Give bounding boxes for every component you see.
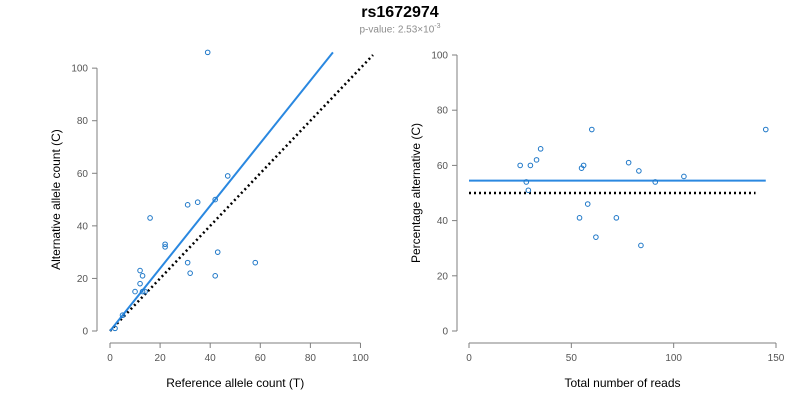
data-point — [638, 242, 644, 249]
data-point — [580, 162, 587, 169]
y-tick-label: 80 — [77, 116, 89, 127]
data-point — [224, 173, 231, 179]
data-point — [184, 202, 191, 208]
y-tick-label: 100 — [71, 64, 88, 75]
y-tick-label: 0 — [82, 327, 88, 338]
data-point — [139, 273, 146, 279]
data-point — [119, 312, 126, 319]
y-tick-label: 40 — [77, 221, 89, 232]
data-point — [139, 288, 146, 295]
x-axis-title: Total number of reads — [564, 376, 680, 390]
data-point — [652, 179, 659, 185]
p-value-text: p-value: 2.53×10 — [359, 24, 435, 36]
data-point — [533, 157, 540, 163]
chart-subtitle: p-value: 2.53×10-3 — [0, 23, 800, 35]
data-point — [523, 179, 530, 185]
right-scatter-panel: 0 50 100 150 0 20 40 60 80 100 Total number of rea… — [409, 51, 785, 391]
x-tick-label: 60 — [255, 353, 267, 364]
data-point — [204, 49, 211, 56]
data-point — [147, 215, 153, 221]
data-point — [762, 126, 769, 133]
data-point — [162, 241, 168, 248]
data-point — [537, 146, 544, 152]
x-tick-label: 20 — [155, 353, 167, 364]
data-point — [517, 162, 523, 169]
data-point — [187, 270, 193, 276]
data-point — [613, 215, 620, 221]
x-tick-label: 100 — [665, 353, 682, 364]
x-tick-label: 40 — [205, 353, 217, 364]
x-tick-label: 0 — [466, 353, 472, 364]
data-point — [525, 187, 532, 194]
data-point — [625, 159, 632, 166]
x-tick-label: 100 — [352, 353, 369, 364]
data-point — [112, 325, 118, 332]
y-tick-label: 60 — [77, 169, 89, 180]
x-axis-title: Reference allele count (T) — [166, 376, 304, 390]
data-point — [162, 244, 168, 250]
data-point — [137, 267, 143, 274]
chart-title: rs1672974 — [361, 4, 439, 21]
data-point — [252, 259, 259, 266]
y-tick-label: 60 — [437, 161, 449, 172]
data-point — [589, 126, 595, 133]
y-tick-label: 80 — [437, 106, 449, 117]
data-point — [576, 215, 583, 221]
y-tick-label: 0 — [442, 327, 448, 338]
data-point — [212, 273, 218, 279]
y-axis-title: Alternative allele count (C) — [49, 129, 63, 270]
x-tick-label: 80 — [305, 353, 317, 364]
data-point — [681, 173, 687, 180]
y-tick-label: 100 — [431, 51, 448, 62]
data-point — [212, 196, 218, 203]
left-scatter-panel: 0 20 40 60 80 100 0 20 40 60 80 100 Reference allele… — [49, 49, 374, 390]
data-point — [584, 201, 591, 207]
data-point — [137, 280, 143, 287]
data-point — [184, 259, 191, 266]
fit-line — [109, 51, 334, 332]
reference-line — [109, 54, 374, 332]
data-point — [214, 249, 221, 255]
data-point — [194, 199, 201, 205]
y-tick-label: 40 — [437, 216, 449, 227]
x-tick-label: 0 — [107, 353, 113, 364]
data-point — [593, 234, 599, 240]
p-value-exponent: -3 — [434, 23, 441, 30]
y-tick-label: 20 — [437, 271, 449, 282]
data-point — [636, 168, 642, 174]
x-tick-label: 150 — [768, 353, 785, 364]
data-point — [132, 288, 138, 295]
y-tick-label: 20 — [77, 274, 89, 285]
x-tick-label: 50 — [566, 353, 578, 364]
data-point — [527, 162, 534, 169]
y-axis-title: Percentage alternative (C) — [409, 123, 423, 263]
data-point — [142, 288, 148, 295]
